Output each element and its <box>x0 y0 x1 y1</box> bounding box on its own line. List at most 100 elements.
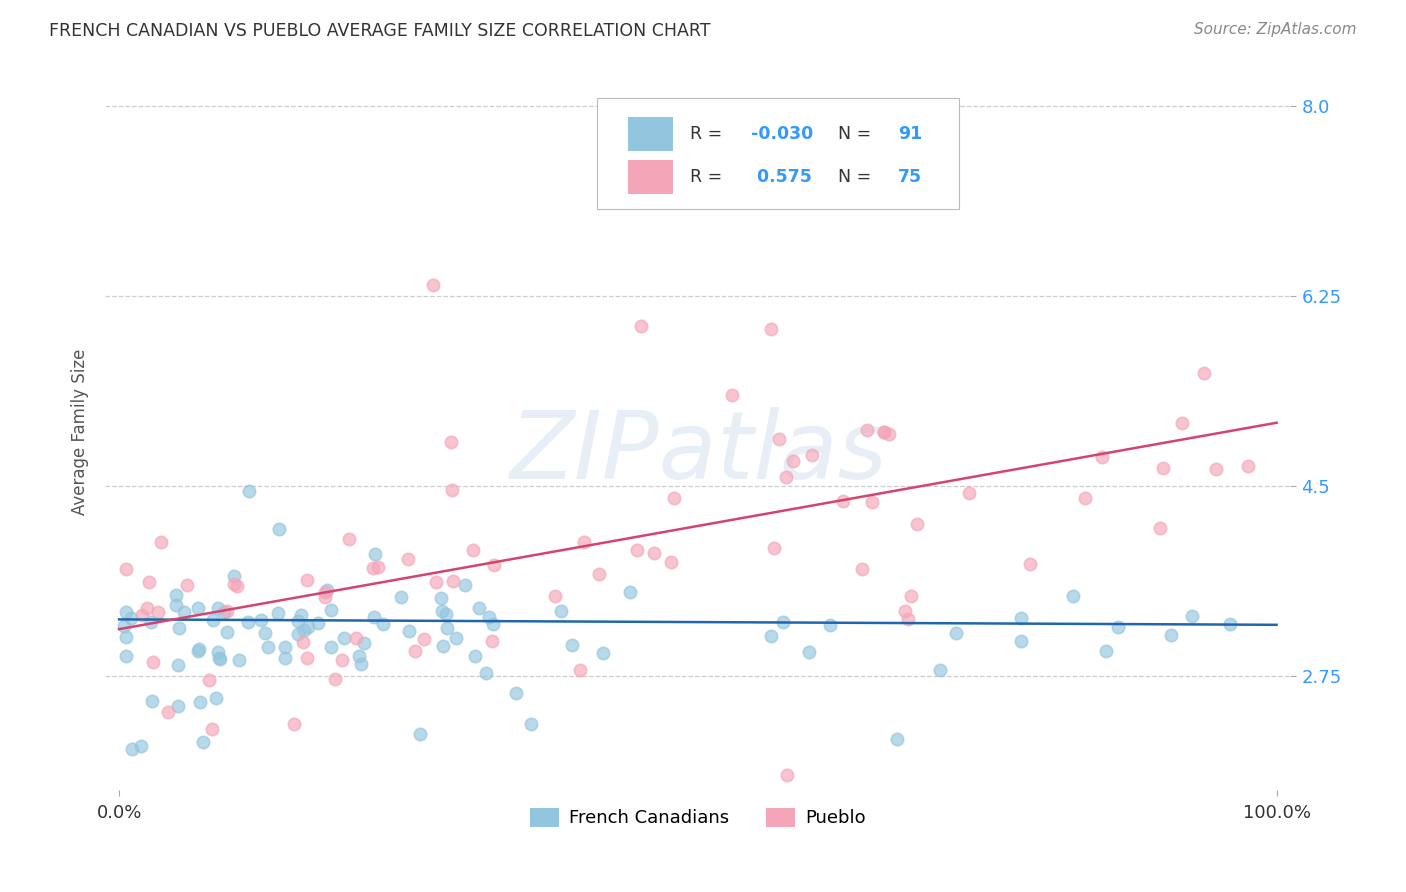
French Canadians <box>1062 589 1084 603</box>
Pueblo <box>851 562 873 576</box>
Pueblo <box>201 722 224 736</box>
Pueblo <box>149 535 172 549</box>
French Canadians <box>475 666 498 681</box>
French Canadians <box>434 607 457 621</box>
Pueblo <box>1205 461 1227 475</box>
Pueblo <box>759 322 782 336</box>
Pueblo <box>1074 491 1097 505</box>
Pueblo <box>413 632 436 647</box>
Pueblo <box>215 604 238 618</box>
French Canadians <box>436 621 458 635</box>
French Canadians <box>287 627 309 641</box>
French Canadians <box>561 638 583 652</box>
Pueblo <box>894 604 917 618</box>
French Canadians <box>208 652 231 666</box>
Pueblo <box>763 541 786 556</box>
Pueblo <box>115 562 138 576</box>
Pueblo <box>775 470 797 484</box>
French Canadians <box>273 640 295 654</box>
French Canadians <box>166 657 188 672</box>
Text: N =: N = <box>838 168 876 186</box>
Pueblo <box>396 552 419 566</box>
French Canadians <box>349 657 371 671</box>
French Canadians <box>333 631 356 645</box>
Pueblo <box>872 425 894 439</box>
French Canadians <box>364 547 387 561</box>
French Canadians <box>772 615 794 630</box>
Pueblo <box>659 555 682 569</box>
French Canadians <box>215 624 238 639</box>
Pueblo <box>131 607 153 622</box>
French Canadians <box>165 598 187 612</box>
Pueblo <box>574 534 596 549</box>
Pueblo <box>1019 558 1042 572</box>
French Canadians <box>114 648 136 663</box>
French Canadians <box>432 639 454 653</box>
Text: 91: 91 <box>898 125 922 143</box>
Pueblo <box>643 546 665 560</box>
French Canadians <box>316 582 339 597</box>
Pueblo <box>367 560 389 574</box>
Pueblo <box>1237 459 1260 474</box>
French Canadians <box>319 602 342 616</box>
French Canadians <box>398 624 420 638</box>
French Canadians <box>464 648 486 663</box>
French Canadians <box>290 607 312 622</box>
French Canadians <box>173 605 195 619</box>
French Canadians <box>759 629 782 643</box>
FancyBboxPatch shape <box>628 117 673 151</box>
French Canadians <box>254 626 277 640</box>
Pueblo <box>361 561 384 575</box>
Pueblo <box>626 543 648 558</box>
French Canadians <box>207 601 229 615</box>
French Canadians <box>207 645 229 659</box>
French Canadians <box>389 591 412 605</box>
French Canadians <box>120 611 142 625</box>
Pueblo <box>404 644 426 658</box>
Pueblo <box>136 601 159 615</box>
Pueblo <box>900 590 922 604</box>
French Canadians <box>193 735 215 749</box>
Pueblo <box>295 573 318 587</box>
French Canadians <box>444 631 467 645</box>
French Canadians <box>467 600 489 615</box>
French Canadians <box>287 614 309 628</box>
French Canadians <box>228 652 250 666</box>
Pueblo <box>832 493 855 508</box>
Pueblo <box>138 574 160 589</box>
French Canadians <box>267 606 290 620</box>
Text: 75: 75 <box>898 168 922 186</box>
Pueblo <box>768 432 790 446</box>
French Canadians <box>115 605 138 619</box>
French Canadians <box>188 695 211 709</box>
French Canadians <box>592 646 614 660</box>
French Canadians <box>273 650 295 665</box>
French Canadians <box>112 619 135 633</box>
French Canadians <box>238 484 260 499</box>
Pueblo <box>440 435 463 450</box>
Pueblo <box>1149 521 1171 535</box>
Pueblo <box>481 633 503 648</box>
Text: R =: R = <box>689 125 727 143</box>
Pueblo <box>291 635 314 649</box>
French Canadians <box>1010 633 1032 648</box>
French Canadians <box>187 600 209 615</box>
French Canadians <box>619 584 641 599</box>
Legend: French Canadians, Pueblo: French Canadians, Pueblo <box>523 800 873 835</box>
Pueblo <box>782 454 804 468</box>
FancyBboxPatch shape <box>628 160 673 194</box>
French Canadians <box>1219 617 1241 632</box>
Text: 0.575: 0.575 <box>751 168 813 186</box>
French Canadians <box>292 624 315 638</box>
Pueblo <box>344 632 367 646</box>
Pueblo <box>176 578 198 592</box>
Text: N =: N = <box>838 125 876 143</box>
Pueblo <box>337 532 360 546</box>
French Canadians <box>166 588 188 602</box>
French Canadians <box>1011 611 1033 625</box>
Pueblo <box>588 566 610 581</box>
French Canadians <box>1095 644 1118 658</box>
French Canadians <box>886 732 908 747</box>
Text: FRENCH CANADIAN VS PUEBLO AVERAGE FAMILY SIZE CORRELATION CHART: FRENCH CANADIAN VS PUEBLO AVERAGE FAMILY… <box>49 22 710 40</box>
French Canadians <box>141 694 163 708</box>
